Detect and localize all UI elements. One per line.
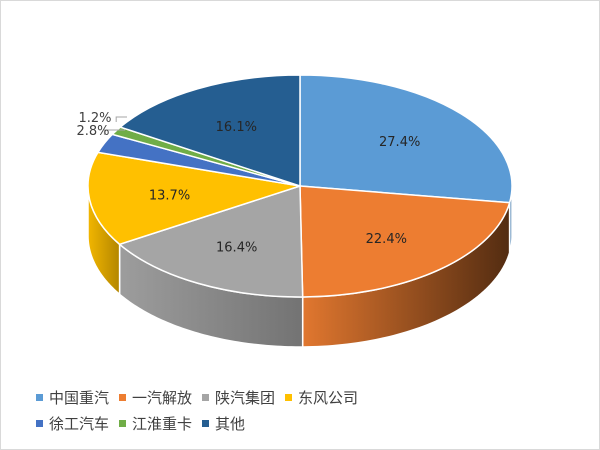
legend-swatch bbox=[202, 393, 210, 401]
legend-label: 东风公司 bbox=[298, 388, 359, 407]
legend-item[interactable]: 其他 bbox=[202, 413, 245, 434]
legend-swatch bbox=[36, 419, 43, 427]
legend-label: 陕汽集团 bbox=[215, 388, 276, 407]
data-label: 13.7% bbox=[149, 188, 190, 203]
legend-row: 中国重汽 一汽解放 陕汽集团 东风公司 bbox=[36, 384, 416, 410]
slice-陕汽集团[interactable] bbox=[118, 184, 304, 298]
legend-row: 徐工汽车 江淮重卡 其他 bbox=[36, 410, 416, 436]
legend-item[interactable]: 徐工汽车 bbox=[36, 413, 109, 434]
legend-label: 一汽解放 bbox=[132, 388, 193, 407]
legend-item[interactable]: 东风公司 bbox=[285, 387, 358, 408]
legend-swatch bbox=[285, 393, 293, 401]
data-label: 2.8% bbox=[76, 124, 109, 139]
legend-label: 其他 bbox=[215, 414, 246, 433]
legend-swatch bbox=[119, 419, 127, 427]
legend-item[interactable]: 一汽解放 bbox=[119, 387, 192, 408]
slice-一汽解放[interactable] bbox=[299, 185, 511, 298]
leader-line bbox=[115, 116, 127, 122]
data-label: 22.4% bbox=[366, 232, 407, 247]
slice-中国重汽[interactable] bbox=[299, 74, 513, 204]
data-label: 27.4% bbox=[379, 135, 420, 150]
legend-label: 徐工汽车 bbox=[49, 414, 110, 433]
legend-swatch bbox=[36, 393, 43, 401]
data-label: 1.2% bbox=[78, 111, 111, 126]
slice-其他[interactable] bbox=[118, 74, 301, 188]
legend-item[interactable]: 中国重汽 bbox=[36, 387, 109, 408]
leader-line bbox=[103, 129, 125, 135]
legend-item[interactable]: 陕汽集团 bbox=[202, 387, 275, 408]
legend-swatch bbox=[119, 393, 127, 401]
legend-label: 江淮重卡 bbox=[132, 414, 193, 433]
data-label: 16.1% bbox=[216, 120, 257, 135]
data-label: 16.4% bbox=[216, 240, 257, 255]
legend-item[interactable]: 江淮重卡 bbox=[119, 413, 192, 434]
legend: 中国重汽 一汽解放 陕汽集团 东风公司 徐工汽车 江淮重卡 其他 bbox=[36, 384, 416, 436]
legend-swatch bbox=[202, 419, 210, 427]
slice-东风公司[interactable] bbox=[87, 151, 301, 246]
legend-label: 中国重汽 bbox=[49, 388, 110, 407]
